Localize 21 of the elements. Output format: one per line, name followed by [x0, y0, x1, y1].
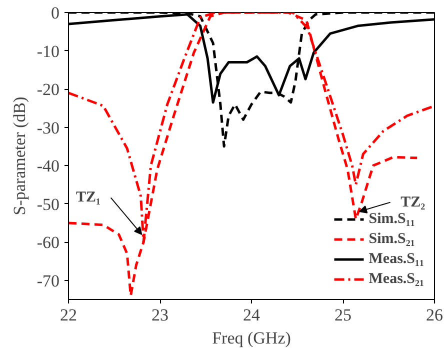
annotation: TZ₁ [76, 190, 101, 206]
x-tick-label: 22 [60, 306, 77, 324]
legend-label: Sim.S₂₁ [368, 230, 415, 248]
legend-label: Sim.S₁₁ [368, 210, 415, 228]
y-tick-label: -70 [36, 271, 60, 290]
x-tick-label: 25 [334, 306, 352, 324]
y-tick-label: -10 [36, 42, 60, 61]
x-tick-label: 23 [152, 306, 168, 324]
annotation: TZ₂ [400, 194, 426, 210]
y-axis-title: S-parameter (dB) [10, 96, 29, 216]
x-axis-title: Freq (GHz) [212, 328, 291, 348]
y-tick-label: -30 [36, 118, 60, 138]
x-tick-label: 26 [426, 306, 443, 324]
y-tick-label: -50 [36, 194, 60, 214]
y-tick-label: -40 [36, 156, 60, 176]
y-tick-label: -60 [36, 233, 60, 252]
legend-label: Meas.S₂₁ [368, 270, 424, 288]
y-tick-label: 0 [51, 4, 60, 22]
y-tick-label: -20 [36, 80, 60, 100]
legend-label: Meas.S₁₁ [368, 250, 424, 268]
x-tick-label: 24 [243, 306, 260, 324]
